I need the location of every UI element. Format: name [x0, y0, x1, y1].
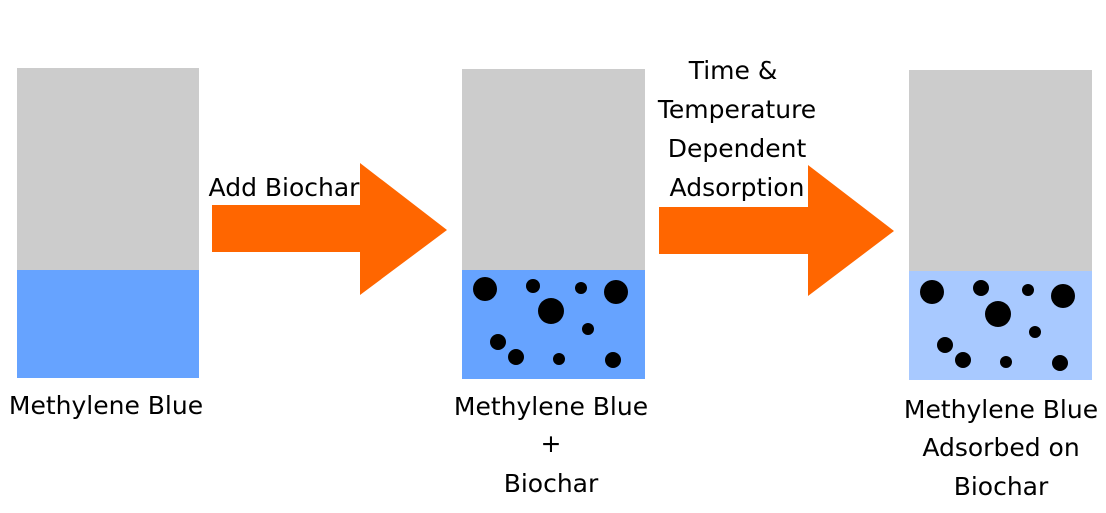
arrow-2-label-line-1: Time & — [688, 56, 778, 85]
arrow-2-label-line-2: Temperature — [657, 95, 816, 124]
biochar-particle — [937, 337, 953, 353]
beaker-1-label: Methylene Blue — [9, 391, 203, 420]
beaker-adsorbed: Methylene Blue Adsorbed on Biochar — [904, 70, 1098, 501]
biochar-particle — [920, 280, 944, 304]
biochar-particle — [1052, 355, 1068, 371]
biochar-particle — [605, 352, 621, 368]
biochar-particle — [955, 352, 971, 368]
arrow-2-label-line-3: Dependent — [668, 134, 807, 163]
arrow-1-shape — [212, 163, 447, 295]
biochar-particle — [508, 349, 524, 365]
biochar-particle — [973, 280, 989, 296]
biochar-particle — [553, 353, 565, 365]
biochar-particle — [1022, 284, 1034, 296]
biochar-particle — [526, 279, 540, 293]
beaker-3-headspace — [909, 70, 1092, 271]
biochar-particle — [490, 334, 506, 350]
beaker-2-label-line-3: Biochar — [504, 469, 599, 498]
beaker-3-label-line-2: Adsorbed on — [922, 433, 1079, 462]
arrow-2-label-line-4: Adsorption — [670, 173, 805, 202]
beaker-2-label-line-1: Methylene Blue — [454, 392, 648, 421]
arrow-1-label: Add Biochar — [209, 173, 361, 202]
biochar-particle — [575, 282, 587, 294]
beaker-2-biochar-particles — [473, 277, 628, 368]
beaker-2-label-line-2: + — [541, 429, 562, 458]
biochar-particle — [1029, 326, 1041, 338]
beaker-3-label-line-1: Methylene Blue — [904, 395, 1098, 424]
beaker-methylene-blue-biochar: Methylene Blue + Biochar — [454, 69, 648, 498]
biochar-particle — [604, 280, 628, 304]
arrow-2-shape — [659, 165, 894, 296]
biochar-particle — [1000, 356, 1012, 368]
biochar-particle — [985, 301, 1011, 327]
biochar-particle — [582, 323, 594, 335]
biochar-particle — [1051, 284, 1075, 308]
beaker-3-biochar-particles — [920, 280, 1075, 371]
beaker-3-label-line-3: Biochar — [954, 472, 1049, 501]
beaker-1-headspace — [17, 68, 199, 270]
arrow-adsorption: Time & Temperature Dependent Adsorption — [657, 56, 894, 296]
beaker-2-headspace — [462, 69, 645, 270]
biochar-particle — [473, 277, 497, 301]
biochar-particle — [538, 298, 564, 324]
beaker-methylene-blue: Methylene Blue — [9, 68, 203, 420]
beaker-1-solution — [17, 270, 199, 378]
arrow-add-biochar: Add Biochar — [209, 163, 447, 295]
